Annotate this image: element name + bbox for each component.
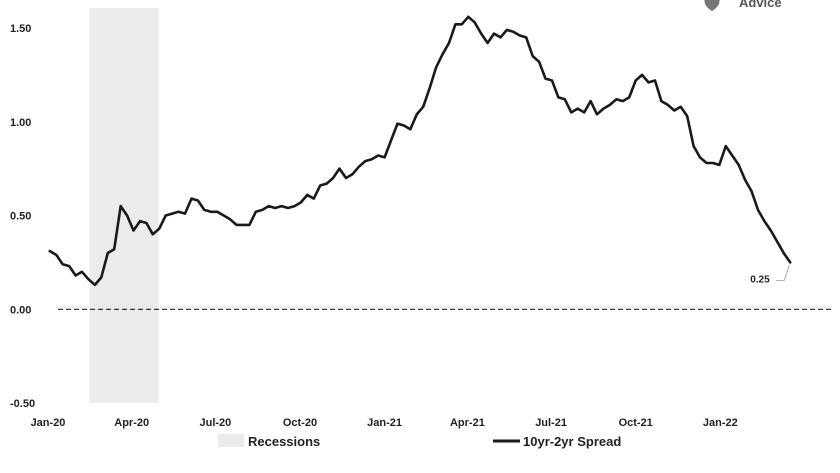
x-tick-label: Jan-21 xyxy=(367,417,402,429)
x-axis: Jan-20 Apr-20 Jul-20 Oct-20 Jan-21 Apr-21 Jul-… xyxy=(31,417,738,429)
annotation-label: 0.25 xyxy=(750,274,770,285)
y-tick-label: 1.50 xyxy=(10,23,31,35)
x-tick-label: Oct-21 xyxy=(619,417,653,429)
shield-icon xyxy=(704,0,720,11)
end-value-annotation: 0.25 xyxy=(750,265,790,285)
x-tick-label: Oct-20 xyxy=(283,417,317,429)
series-line-10yr-2yr-spread xyxy=(48,15,792,287)
legend-recessions-swatch xyxy=(218,434,244,447)
x-tick-label: Jul-21 xyxy=(535,417,567,429)
x-tick-label: Apr-20 xyxy=(114,417,149,429)
legend-recessions-label: Recessions xyxy=(248,434,320,449)
x-tick-label: Apr-21 xyxy=(450,417,485,429)
y-tick-label: 0.50 xyxy=(10,211,31,223)
y-axis: 1.50 1.00 0.50 0.00 -0.50 xyxy=(10,23,35,410)
x-tick-label: Jan-22 xyxy=(703,417,738,429)
recession-band xyxy=(89,8,159,403)
logo-text: Advice xyxy=(739,0,782,10)
annotation-leader xyxy=(776,265,790,281)
y-tick-label: 0.00 xyxy=(10,304,31,316)
logo: Advice xyxy=(704,0,782,11)
x-tick-label: Jul-20 xyxy=(200,417,232,429)
y-tick-label: -0.50 xyxy=(10,398,35,410)
x-tick-label: Jan-20 xyxy=(31,417,66,429)
legend: Recessions 10yr-2yr Spread xyxy=(218,434,621,449)
y-tick-label: 1.00 xyxy=(10,117,31,129)
legend-spread-label: 10yr-2yr Spread xyxy=(523,434,621,449)
